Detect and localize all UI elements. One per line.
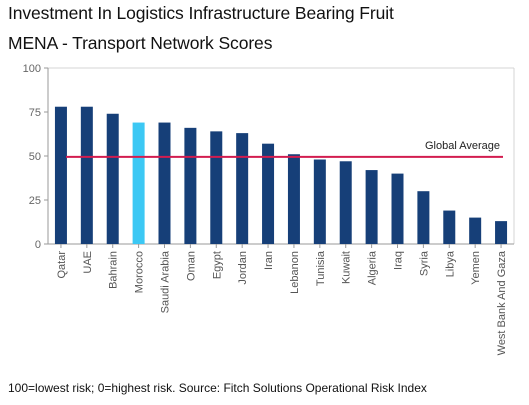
- bar-lebanon: [287, 154, 300, 244]
- bar-west-bank-and-gaza: [495, 221, 508, 244]
- x-tick-label: Algeria: [367, 250, 379, 285]
- bar-tunisia: [313, 159, 326, 244]
- x-tick-label: Syria: [418, 250, 430, 276]
- x-tick-label: Iraq: [393, 251, 405, 270]
- x-tick-label: Egypt: [211, 251, 223, 279]
- y-tick-label: 25: [29, 195, 41, 207]
- y-tick-label: 50: [29, 151, 41, 163]
- x-tick-label: UAE: [82, 251, 94, 274]
- chart-title: Investment In Logistics Infrastructure B…: [8, 3, 394, 23]
- x-tick-label: Oman: [185, 251, 197, 281]
- bar-kuwait: [339, 161, 352, 244]
- bar-yemen: [469, 217, 482, 244]
- bar-bahrain: [106, 113, 119, 244]
- bar-qatar: [54, 106, 67, 244]
- y-tick-label: 100: [23, 63, 41, 75]
- bar-saudi-arabia: [158, 122, 171, 244]
- bar-iraq: [391, 173, 404, 244]
- x-tick-label: Iran: [263, 251, 275, 270]
- x-tick-label: Libya: [444, 250, 456, 277]
- x-tick-label: Bahrain: [108, 251, 120, 289]
- bar-algeria: [365, 170, 378, 244]
- bar-morocco: [132, 122, 145, 244]
- chart-footnote: 100=lowest risk; 0=highest risk. Source:…: [8, 381, 427, 395]
- x-tick-label: Saudi Arabia: [160, 250, 172, 313]
- x-tick-label: Kuwait: [341, 251, 353, 284]
- bar-jordan: [236, 133, 249, 244]
- bar-libya: [443, 210, 456, 244]
- y-tick-label: 0: [35, 239, 41, 251]
- x-tick-label: Morocco: [134, 251, 146, 293]
- global-average-label: Global Average: [425, 140, 500, 152]
- x-tick-label: Jordan: [237, 251, 249, 285]
- bar-iran: [262, 143, 275, 244]
- bar-uae: [80, 106, 93, 244]
- bar-egypt: [210, 131, 223, 244]
- x-tick-label: Yemen: [470, 251, 482, 285]
- y-tick-label: 75: [29, 107, 41, 119]
- bar-syria: [417, 191, 430, 244]
- chart-subtitle: MENA - Transport Network Scores: [8, 33, 273, 53]
- x-tick-label: Lebanon: [289, 251, 301, 294]
- x-tick-label: Tunisia: [315, 250, 327, 286]
- x-tick-label: Qatar: [56, 251, 68, 279]
- x-tick-label: West Bank And Gaza: [496, 250, 508, 355]
- bar-oman: [184, 127, 197, 244]
